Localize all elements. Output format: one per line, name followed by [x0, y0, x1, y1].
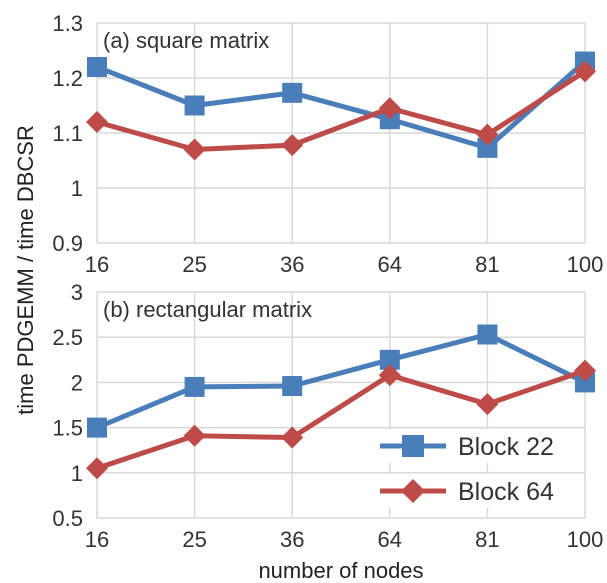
- x-tick-label: 64: [378, 252, 402, 277]
- x-tick-label: 25: [182, 252, 206, 277]
- y-tick-label: 1: [71, 176, 83, 201]
- x-tick-label: 64: [378, 527, 402, 552]
- x-tick-label: 81: [475, 527, 499, 552]
- data-point-square: [87, 57, 107, 77]
- data-point-square: [477, 137, 498, 158]
- data-point-square: [184, 376, 205, 397]
- data-point-diamond: [86, 111, 108, 133]
- data-point-square: [477, 324, 498, 345]
- x-tick-label: 100: [567, 527, 604, 552]
- data-point-square: [575, 372, 595, 393]
- y-tick-label: 1.2: [52, 66, 83, 91]
- y-tick-label: 1.3: [52, 11, 83, 36]
- data-point-diamond: [476, 393, 499, 416]
- data-point-diamond: [183, 138, 206, 161]
- y-tick-label: 1.1: [52, 121, 83, 146]
- series-line: [96, 368, 586, 471]
- y-tick-label: 1.5: [52, 416, 83, 441]
- legend-marker-square: [402, 435, 424, 457]
- data-point-diamond: [378, 364, 401, 387]
- data-point-diamond: [183, 424, 206, 447]
- x-tick-label: 36: [280, 252, 304, 277]
- x-tick-label: 16: [85, 527, 109, 552]
- data-point-diamond: [86, 457, 108, 480]
- data-point-diamond: [574, 359, 596, 382]
- panel-label: (a) square matrix: [103, 28, 269, 53]
- series-line: [96, 59, 587, 151]
- y-tick-label: 2.5: [52, 325, 83, 350]
- data-point-diamond: [281, 426, 304, 449]
- legend-label: Block 22: [458, 433, 554, 461]
- data-point-diamond: [476, 123, 499, 146]
- y-tick-label: 1: [71, 461, 83, 486]
- data-point-diamond: [281, 134, 304, 157]
- x-tick-label: 25: [182, 527, 206, 552]
- data-point-square: [282, 82, 303, 103]
- data-point-square: [379, 349, 400, 370]
- x-axis-title: number of nodes: [258, 558, 423, 583]
- x-tick-label: 36: [280, 527, 304, 552]
- data-point-square: [184, 95, 205, 116]
- x-tick-label: 81: [475, 252, 499, 277]
- legend-marker-diamond: [401, 479, 425, 503]
- y-tick-label: 2: [71, 370, 83, 395]
- data-point-square: [87, 417, 107, 438]
- series-line: [96, 69, 587, 152]
- data-point-square: [282, 376, 303, 397]
- data-point-diamond: [378, 97, 401, 120]
- legend-label: Block 64: [458, 478, 554, 506]
- x-tick-label: 100: [567, 252, 604, 277]
- y-tick-label: 3: [71, 280, 83, 305]
- y-axis-title: time PDGEMM / time DBCSR: [13, 125, 38, 415]
- series-line: [96, 331, 587, 430]
- x-tick-label: 16: [85, 252, 109, 277]
- y-tick-label: 0.9: [52, 231, 83, 256]
- y-tick-label: 0.5: [52, 506, 83, 531]
- panel-label: (b) rectangular matrix: [103, 297, 312, 322]
- data-point-diamond: [574, 60, 596, 83]
